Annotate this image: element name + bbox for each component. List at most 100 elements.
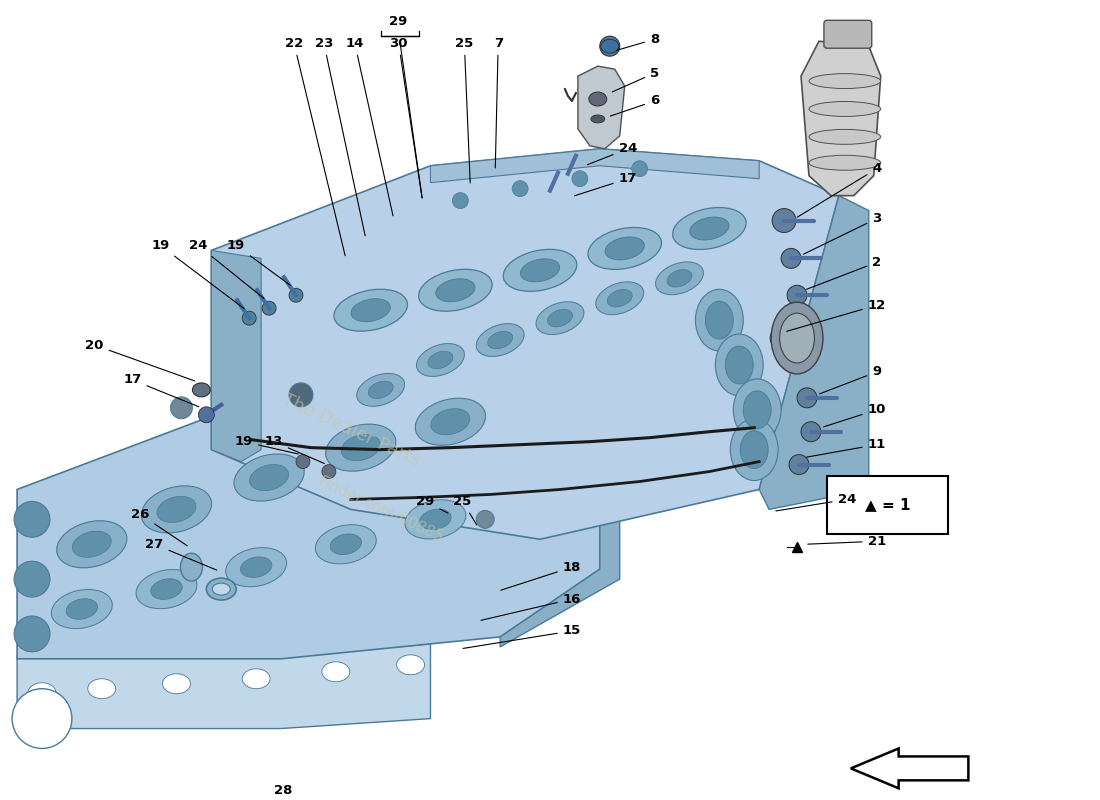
Ellipse shape (734, 379, 781, 441)
Polygon shape (430, 149, 759, 182)
Text: 6: 6 (610, 94, 659, 116)
Ellipse shape (316, 525, 376, 564)
Ellipse shape (605, 237, 645, 260)
Ellipse shape (151, 578, 183, 599)
Circle shape (170, 397, 192, 418)
Ellipse shape (341, 434, 381, 461)
Ellipse shape (330, 534, 362, 554)
Ellipse shape (690, 217, 729, 240)
Circle shape (801, 422, 821, 442)
Ellipse shape (808, 155, 881, 170)
Text: The Dealer Parts: The Dealer Parts (279, 390, 422, 470)
Text: 17: 17 (123, 374, 199, 406)
Ellipse shape (397, 655, 425, 674)
Circle shape (262, 302, 276, 315)
Polygon shape (500, 400, 619, 647)
Circle shape (631, 161, 648, 177)
Circle shape (798, 388, 817, 408)
Polygon shape (18, 370, 600, 659)
Ellipse shape (163, 674, 190, 694)
Circle shape (600, 36, 619, 56)
Circle shape (296, 454, 310, 469)
Circle shape (14, 561, 50, 597)
Ellipse shape (192, 383, 210, 397)
Text: 5: 5 (613, 66, 659, 92)
Ellipse shape (57, 521, 126, 568)
Circle shape (770, 327, 792, 349)
Circle shape (513, 181, 528, 197)
Text: Finder.com/00885: Finder.com/00885 (316, 474, 446, 545)
Polygon shape (801, 42, 881, 196)
Ellipse shape (226, 547, 287, 586)
FancyBboxPatch shape (824, 20, 871, 48)
Ellipse shape (740, 430, 768, 469)
Ellipse shape (476, 324, 524, 357)
Ellipse shape (368, 381, 393, 398)
Circle shape (322, 465, 335, 478)
Ellipse shape (487, 331, 513, 349)
Circle shape (789, 454, 808, 474)
Text: 24: 24 (776, 493, 856, 511)
Ellipse shape (136, 570, 197, 609)
Text: 22: 22 (285, 37, 345, 256)
Ellipse shape (334, 290, 407, 331)
Ellipse shape (607, 290, 632, 307)
Text: ▲ = 1: ▲ = 1 (865, 497, 911, 512)
Text: 11: 11 (806, 438, 886, 457)
Text: 20: 20 (86, 338, 195, 381)
Ellipse shape (351, 298, 390, 322)
Text: 25: 25 (453, 495, 476, 525)
Polygon shape (850, 749, 968, 788)
Ellipse shape (141, 486, 211, 533)
Text: 2: 2 (806, 256, 881, 290)
Text: 7: 7 (494, 37, 503, 168)
Text: 10: 10 (824, 403, 886, 427)
Circle shape (242, 311, 256, 325)
Ellipse shape (250, 465, 288, 490)
Ellipse shape (808, 102, 881, 117)
Text: 26: 26 (131, 508, 187, 546)
Text: 13: 13 (265, 435, 324, 463)
Ellipse shape (808, 74, 881, 89)
Ellipse shape (596, 282, 644, 314)
Polygon shape (759, 196, 869, 510)
Ellipse shape (725, 346, 754, 384)
Ellipse shape (416, 398, 485, 446)
Circle shape (289, 288, 302, 302)
Circle shape (14, 616, 50, 652)
Circle shape (772, 209, 796, 233)
Ellipse shape (28, 682, 56, 702)
Text: 16: 16 (481, 593, 581, 620)
Ellipse shape (667, 270, 692, 287)
Polygon shape (578, 66, 625, 149)
Ellipse shape (744, 391, 771, 429)
Ellipse shape (326, 424, 396, 471)
Ellipse shape (207, 578, 236, 600)
Text: 28: 28 (274, 784, 293, 797)
Ellipse shape (780, 313, 814, 363)
Ellipse shape (695, 290, 744, 351)
Text: 19: 19 (235, 435, 298, 454)
Text: 29: 29 (389, 15, 408, 28)
Ellipse shape (234, 454, 305, 501)
Circle shape (12, 689, 72, 749)
Ellipse shape (771, 302, 823, 374)
Polygon shape (211, 250, 261, 462)
Text: 25: 25 (455, 37, 473, 183)
Ellipse shape (504, 250, 576, 291)
Circle shape (788, 286, 807, 306)
Text: 8: 8 (616, 33, 659, 50)
Text: 17: 17 (574, 172, 637, 196)
Text: 29: 29 (417, 495, 448, 513)
Ellipse shape (417, 343, 464, 377)
Circle shape (289, 383, 312, 407)
Circle shape (198, 407, 214, 422)
Ellipse shape (591, 115, 605, 123)
Text: 23: 23 (315, 37, 365, 236)
Circle shape (452, 193, 469, 209)
Text: 15: 15 (463, 625, 581, 649)
FancyBboxPatch shape (827, 475, 948, 534)
Text: 24: 24 (189, 239, 264, 298)
Circle shape (781, 249, 801, 268)
Text: 24: 24 (587, 142, 637, 165)
